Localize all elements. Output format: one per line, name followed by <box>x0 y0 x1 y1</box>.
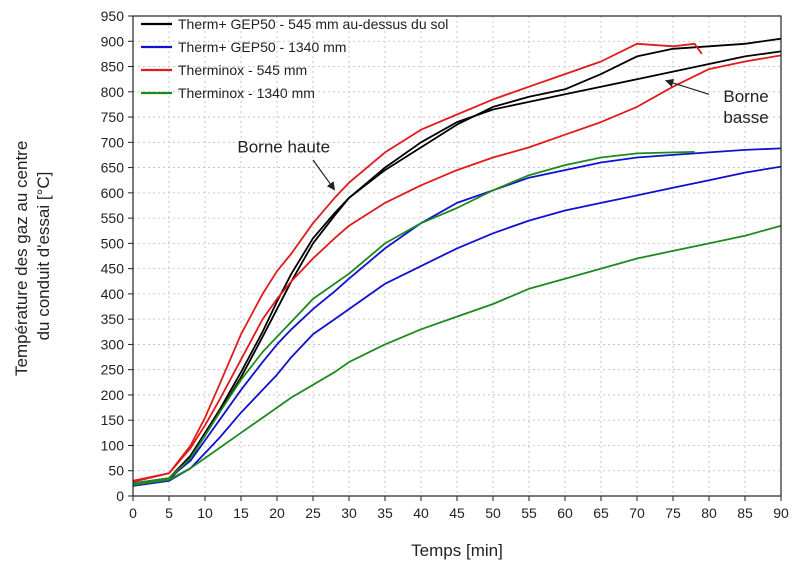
y-axis-title-line-2: du conduit d'essai [°C] <box>34 172 53 341</box>
y-tick-label: 600 <box>101 185 125 201</box>
x-axis-title: Temps [min] <box>411 541 503 560</box>
y-tick-label: 450 <box>101 261 125 277</box>
x-tick-label: 0 <box>129 505 137 521</box>
y-tick-label: 500 <box>101 235 125 251</box>
y-tick-label: 100 <box>101 437 125 453</box>
y-tick-label: 250 <box>101 362 125 378</box>
series-line-4 <box>132 165 782 487</box>
y-tick-label: 150 <box>101 412 125 428</box>
y-tick-label: 750 <box>101 109 125 125</box>
x-tick-label: 75 <box>665 505 681 521</box>
legend-label: Therm+ GEP50 - 545 mm au-dessus du sol <box>178 16 448 32</box>
annotation-arrow-2 <box>664 78 710 95</box>
y-tick-label: 550 <box>101 210 125 226</box>
y-tick-label: 950 <box>101 8 125 24</box>
y-tick-label: 700 <box>101 134 125 150</box>
x-tick-label: 40 <box>413 505 429 521</box>
series-line-8 <box>132 224 782 486</box>
y-axis-title: Température des gaz au centre du conduit… <box>12 136 53 376</box>
y-tick-label: 900 <box>101 33 125 49</box>
series-line-7 <box>132 151 695 485</box>
y-tick-label: 400 <box>101 286 125 302</box>
annotation-arrow-1 <box>312 159 336 191</box>
y-tick-label: 650 <box>101 160 125 176</box>
legend-label: Therm+ GEP50 - 1340 mm <box>178 39 346 55</box>
x-tick-label: 10 <box>197 505 213 521</box>
series-line-5 <box>132 42 703 482</box>
x-tick-label: 30 <box>341 505 357 521</box>
y-tick-label: 300 <box>101 336 125 352</box>
grid <box>133 16 781 496</box>
y-tick-label: 50 <box>108 463 124 479</box>
x-tick-label: 45 <box>449 505 465 521</box>
series-line-3 <box>132 147 782 485</box>
series-group <box>132 37 782 487</box>
x-tick-label: 20 <box>269 505 285 521</box>
y-tick-label: 0 <box>116 488 124 504</box>
x-tick-label: 35 <box>377 505 393 521</box>
legend-label: Therminox - 1340 mm <box>178 85 315 101</box>
x-tick-label: 25 <box>305 505 321 521</box>
series-line-6 <box>132 54 782 483</box>
x-tick-label: 15 <box>233 505 249 521</box>
y-axis-title-line-1: Température des gaz au centre <box>12 141 31 376</box>
x-tick-label: 70 <box>629 505 645 521</box>
x-tick-label: 65 <box>593 505 609 521</box>
x-tick-label: 60 <box>557 505 573 521</box>
x-tick-label: 55 <box>521 505 537 521</box>
axis-ticks: 0501001502002503003504004505005506006507… <box>101 8 789 521</box>
x-tick-label: 90 <box>773 505 789 521</box>
y-tick-label: 200 <box>101 387 125 403</box>
series-line-1 <box>132 37 782 485</box>
x-tick-label: 50 <box>485 505 501 521</box>
legend-label: Therminox - 545 mm <box>178 62 307 78</box>
y-tick-label: 800 <box>101 84 125 100</box>
annotations: Borne haute Borne basse <box>237 78 769 191</box>
y-tick-label: 850 <box>101 59 125 75</box>
y-tick-label: 350 <box>101 311 125 327</box>
legend: Therm+ GEP50 - 545 mm au-dessus du sol Th… <box>141 16 448 101</box>
x-tick-label: 80 <box>701 505 717 521</box>
annotation-label-2: Borne basse <box>723 87 768 127</box>
x-tick-label: 5 <box>165 505 173 521</box>
annotation-label-1: Borne haute <box>237 137 330 156</box>
x-tick-label: 85 <box>737 505 753 521</box>
